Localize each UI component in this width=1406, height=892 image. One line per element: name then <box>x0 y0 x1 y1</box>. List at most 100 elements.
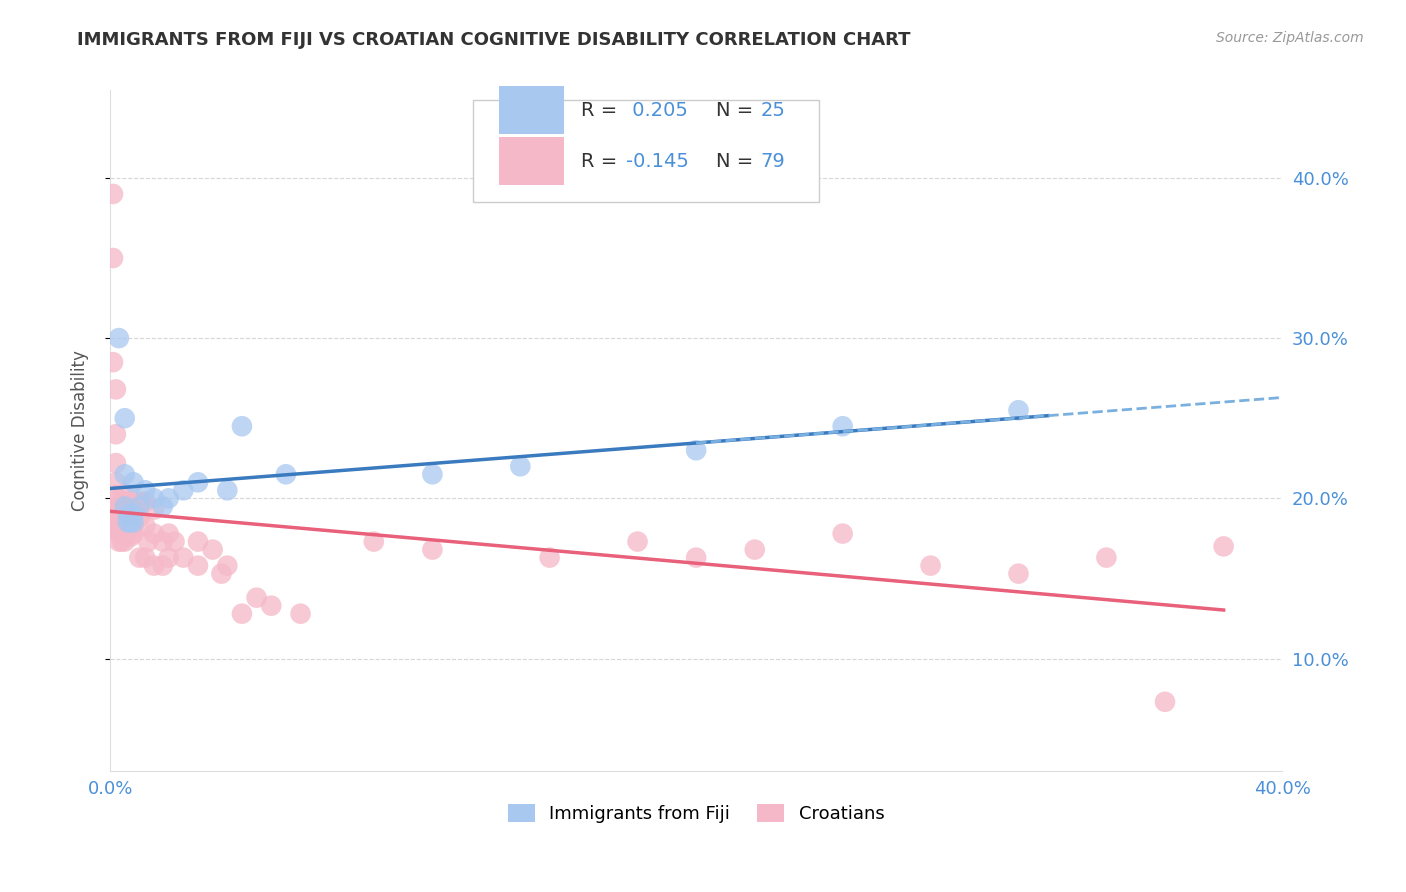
Point <box>172 550 194 565</box>
Point <box>114 494 136 508</box>
Point <box>120 530 142 544</box>
Point <box>117 526 139 541</box>
Point <box>114 411 136 425</box>
Point <box>163 534 186 549</box>
Point <box>114 502 136 516</box>
Point <box>104 518 127 533</box>
Text: -0.145: -0.145 <box>626 152 689 170</box>
Point <box>117 502 139 516</box>
Point <box>157 550 180 565</box>
FancyBboxPatch shape <box>499 87 564 134</box>
Point <box>120 502 142 516</box>
Point <box>122 508 145 522</box>
Text: N =: N = <box>716 152 759 170</box>
Text: R =: R = <box>581 101 624 120</box>
Point <box>744 542 766 557</box>
FancyBboxPatch shape <box>474 100 820 202</box>
Text: Source: ZipAtlas.com: Source: ZipAtlas.com <box>1216 31 1364 45</box>
Text: 0.205: 0.205 <box>626 101 688 120</box>
Point <box>157 526 180 541</box>
Point <box>101 186 124 201</box>
Point <box>831 526 853 541</box>
Point <box>101 355 124 369</box>
Point <box>122 502 145 516</box>
Point <box>626 534 648 549</box>
Point <box>274 467 297 482</box>
Point <box>290 607 312 621</box>
Point <box>122 518 145 533</box>
Point <box>157 491 180 506</box>
Point <box>143 491 166 506</box>
Point <box>108 526 131 541</box>
Point <box>128 510 150 524</box>
Point <box>217 558 239 573</box>
Text: IMMIGRANTS FROM FIJI VS CROATIAN COGNITIVE DISABILITY CORRELATION CHART: IMMIGRANTS FROM FIJI VS CROATIAN COGNITI… <box>77 31 911 49</box>
Point <box>104 383 127 397</box>
Point <box>172 483 194 498</box>
Legend: Immigrants from Fiji, Croatians: Immigrants from Fiji, Croatians <box>508 804 884 823</box>
Point <box>187 475 209 490</box>
Point <box>231 419 253 434</box>
Point <box>201 542 224 557</box>
Point <box>122 526 145 541</box>
Point <box>152 534 174 549</box>
Point <box>245 591 267 605</box>
Point <box>104 510 127 524</box>
Point <box>143 502 166 516</box>
Point <box>1212 540 1234 554</box>
Point <box>114 467 136 482</box>
Y-axis label: Cognitive Disability: Cognitive Disability <box>72 350 89 511</box>
Point <box>209 566 232 581</box>
Point <box>104 524 127 538</box>
Point <box>104 488 127 502</box>
Point <box>108 500 131 514</box>
Point <box>104 502 127 516</box>
Point <box>111 534 134 549</box>
Point <box>134 494 156 508</box>
Point <box>114 500 136 514</box>
Point <box>422 467 444 482</box>
Point <box>108 504 131 518</box>
Point <box>104 494 127 508</box>
Point <box>114 518 136 533</box>
Point <box>101 251 124 265</box>
Point <box>117 516 139 530</box>
Point <box>920 558 942 573</box>
Point <box>134 550 156 565</box>
Point <box>111 500 134 514</box>
Point <box>831 419 853 434</box>
Point <box>128 550 150 565</box>
Point <box>187 534 209 549</box>
Point <box>128 500 150 514</box>
Point <box>120 518 142 533</box>
Point <box>111 526 134 541</box>
Point <box>111 508 134 522</box>
Point <box>1007 403 1029 417</box>
Point <box>111 516 134 530</box>
Point <box>108 510 131 524</box>
Point <box>128 494 150 508</box>
Point <box>114 510 136 524</box>
Text: 79: 79 <box>761 152 786 170</box>
Point <box>114 534 136 549</box>
Point <box>114 486 136 500</box>
Point <box>685 443 707 458</box>
Point <box>108 534 131 549</box>
Point <box>152 558 174 573</box>
Point <box>143 558 166 573</box>
Point <box>187 558 209 573</box>
FancyBboxPatch shape <box>499 137 564 186</box>
Point <box>685 550 707 565</box>
Point <box>422 542 444 557</box>
Point <box>363 534 385 549</box>
Text: R =: R = <box>581 152 624 170</box>
Point <box>122 516 145 530</box>
Point <box>117 494 139 508</box>
Point <box>1095 550 1118 565</box>
Point <box>136 534 159 549</box>
Point <box>108 516 131 530</box>
Text: 25: 25 <box>761 101 786 120</box>
Point <box>104 427 127 442</box>
Point <box>538 550 561 565</box>
Point <box>120 516 142 530</box>
